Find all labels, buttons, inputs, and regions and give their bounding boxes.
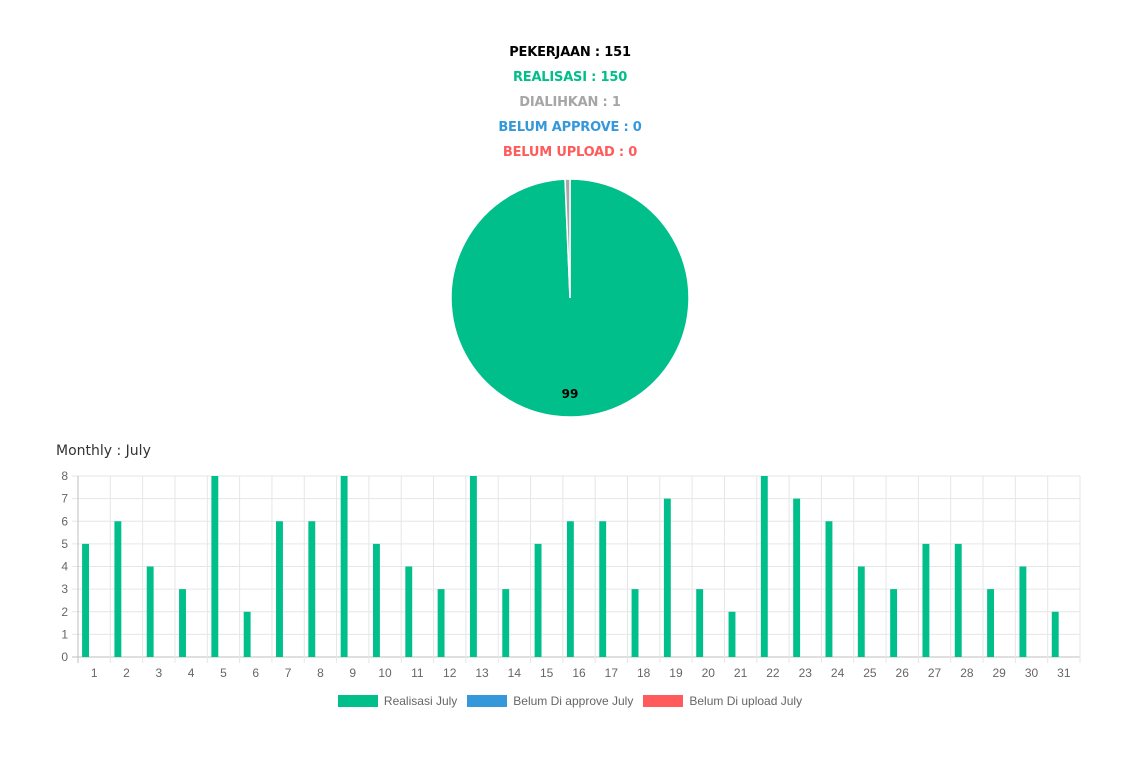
legend-swatch (643, 695, 684, 707)
x-tick-label: 24 (831, 666, 845, 680)
x-tick-label: 1 (91, 666, 98, 680)
bar-realisasi-july-28[interactable] (954, 543, 962, 657)
bar-realisasi-july-21[interactable] (728, 611, 736, 657)
bar-realisasi-july-23[interactable] (793, 498, 801, 657)
pie-slice-dialihkan[interactable] (564, 178, 571, 299)
x-tick-label: 5 (220, 666, 227, 680)
legend-item-belum-di-approve-july[interactable]: Belum Di approve July (467, 694, 633, 708)
bar-realisasi-july-2[interactable] (114, 521, 122, 657)
y-tick-label: 0 (61, 650, 68, 664)
y-tick-label: 7 (61, 492, 68, 506)
legend-item-realisasi-july[interactable]: Realisasi July (337, 694, 458, 708)
bar-realisasi-july-29[interactable] (987, 589, 995, 657)
bar-realisasi-july-8[interactable] (308, 521, 316, 657)
legend-swatch (467, 695, 508, 707)
belum-upload-count: BELUM UPLOAD : 0 (502, 145, 638, 160)
bar-realisasi-july-14[interactable] (502, 589, 510, 657)
bar-realisasi-july-12[interactable] (437, 589, 445, 657)
bar-realisasi-july-11[interactable] (405, 566, 413, 658)
x-tick-label: 30 (1025, 666, 1039, 680)
bar-realisasi-july-22[interactable] (760, 476, 768, 657)
y-tick-label: 5 (61, 537, 68, 551)
y-tick-label: 4 (61, 560, 68, 574)
x-tick-label: 6 (252, 666, 259, 680)
x-tick-label: 21 (734, 666, 748, 680)
y-tick-label: 2 (61, 605, 68, 619)
x-tick-label: 18 (637, 666, 651, 680)
x-tick-label: 7 (285, 666, 292, 680)
x-tick-label: 25 (863, 666, 877, 680)
bar-realisasi-july-9[interactable] (340, 476, 348, 657)
x-tick-label: 9 (349, 666, 356, 680)
summary: PEKERJAAN : 151 REALISASI : 150 DIALIHKA… (0, 40, 1140, 165)
bar-realisasi-july-4[interactable] (179, 589, 186, 657)
bar-realisasi-july-1[interactable] (82, 543, 89, 657)
x-tick-label: 3 (155, 666, 162, 680)
bar-realisasi-july-7[interactable] (276, 521, 283, 657)
monthly-title: Monthly : July (56, 443, 151, 459)
x-tick-label: 26 (896, 666, 910, 680)
dialihkan-count: DIALIHKAN : 1 (519, 95, 621, 110)
pie-chart: 99 (450, 178, 690, 418)
bar-realisasi-july-31[interactable] (1051, 611, 1059, 657)
bar-realisasi-july-13[interactable] (469, 476, 477, 657)
x-tick-label: 11 (411, 666, 424, 680)
bar-realisasi-july-26[interactable] (890, 589, 898, 657)
x-tick-label: 4 (188, 666, 195, 680)
x-tick-label: 29 (993, 666, 1007, 680)
x-tick-label: 19 (669, 666, 683, 680)
pekerjaan-count: PEKERJAAN : 151 (509, 45, 631, 60)
y-tick-label: 3 (61, 582, 68, 596)
x-tick-label: 23 (799, 666, 813, 680)
legend-label: Belum Di approve July (513, 694, 634, 708)
bar-realisasi-july-16[interactable] (566, 521, 574, 657)
x-tick-label: 17 (605, 666, 619, 680)
x-tick-label: 28 (960, 666, 974, 680)
x-tick-label: 12 (443, 666, 457, 680)
x-tick-label: 10 (378, 666, 392, 680)
bar-realisasi-july-19[interactable] (663, 498, 671, 657)
x-tick-label: 31 (1057, 666, 1071, 680)
x-tick-label: 13 (475, 666, 489, 680)
pie-data-label: 99 (562, 387, 579, 401)
x-tick-label: 20 (702, 666, 716, 680)
bar-realisasi-july-30[interactable] (1019, 566, 1027, 658)
bar-realisasi-july-6[interactable] (243, 611, 251, 657)
x-tick-label: 14 (508, 666, 522, 680)
bar-realisasi-july-20[interactable] (696, 589, 704, 657)
legend-label: Realisasi July (383, 694, 458, 708)
x-tick-label: 22 (766, 666, 780, 680)
bar-realisasi-july-25[interactable] (857, 566, 865, 658)
realisasi-count: REALISASI : 150 (512, 70, 628, 85)
legend-item-belum-di-upload-july[interactable]: Belum Di upload July (643, 694, 802, 708)
bar-realisasi-july-3[interactable] (146, 566, 154, 658)
belum-approve-count: BELUM APPROVE : 0 (498, 120, 642, 135)
bar-realisasi-july-18[interactable] (631, 589, 639, 657)
bar-realisasi-july-24[interactable] (825, 521, 833, 657)
bar-realisasi-july-5[interactable] (211, 476, 219, 657)
y-tick-label: 6 (61, 514, 68, 528)
y-tick-label: 1 (61, 627, 68, 641)
bar-realisasi-july-17[interactable] (599, 521, 607, 657)
x-tick-label: 27 (928, 666, 942, 680)
x-tick-label: 2 (123, 666, 130, 680)
y-tick-label: 8 (61, 469, 68, 483)
bar-realisasi-july-27[interactable] (922, 543, 930, 657)
legend: Realisasi July Belum Di approve July Belum… (0, 694, 1140, 708)
x-tick-label: 8 (317, 666, 324, 680)
legend-label: Belum Di upload July (689, 694, 803, 708)
bar-realisasi-july-15[interactable] (534, 543, 542, 657)
x-tick-label: 15 (540, 666, 554, 680)
legend-swatch (337, 695, 378, 707)
x-tick-label: 16 (572, 666, 586, 680)
bar-realisasi-july-10[interactable] (372, 543, 380, 657)
